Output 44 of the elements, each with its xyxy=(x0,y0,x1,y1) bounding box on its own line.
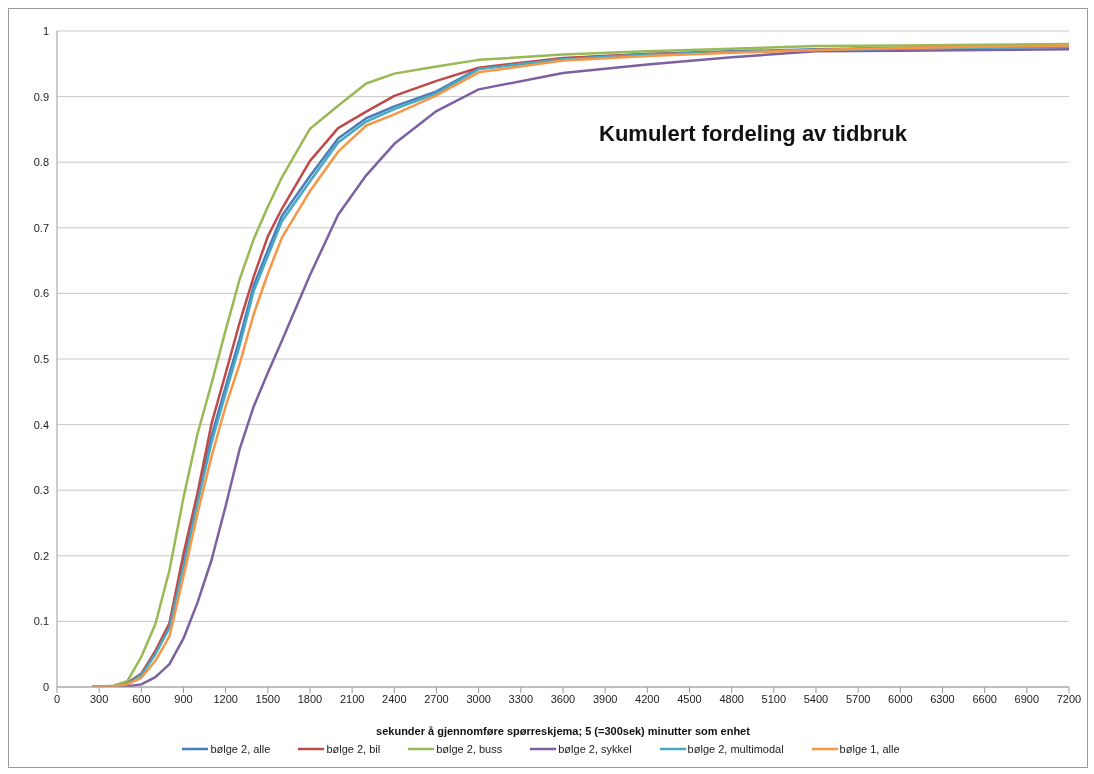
x-tick-label: 2700 xyxy=(424,692,449,705)
text: Kumulert fordeling av tidbruk xyxy=(599,121,908,147)
legend-label: bølge 2, bil xyxy=(326,743,381,755)
x-tick-label: 1200 xyxy=(213,692,238,705)
x-tick-label: 4200 xyxy=(635,692,660,705)
legend-label: bølge 1, alle xyxy=(839,743,900,755)
y-tick-label: 0.8 xyxy=(33,156,49,169)
x-tick-label: 0 xyxy=(53,692,61,705)
x-tick-label: 600 xyxy=(132,692,151,705)
x-tick-label: 300 xyxy=(89,692,109,705)
x-tick-label: 6300 xyxy=(930,692,955,705)
y-tick-label: 0.4 xyxy=(33,418,49,431)
y-tick-label: 0.1 xyxy=(33,615,49,628)
y-tick-label: 0.5 xyxy=(33,352,49,365)
x-tick-label: 2100 xyxy=(339,692,365,705)
y-tick-label: 0.6 xyxy=(33,287,49,300)
legend-label: bølge 2, buss xyxy=(436,743,503,755)
x-tick-label: 5700 xyxy=(845,692,871,705)
x-axis-title: sekunder å gjennomføre spørreskjema; 5 (=300sek) minutter som enhet xyxy=(376,725,751,737)
x-tick-label: 6600 xyxy=(972,692,997,705)
x-tick-label: 3000 xyxy=(466,692,491,705)
x-tick-label: 4800 xyxy=(719,692,744,705)
legend-label: bølge 2, sykkel xyxy=(558,743,632,755)
y-tick-label: 0.9 xyxy=(33,90,49,103)
x-tick-label: 5400 xyxy=(803,692,829,705)
x-tick-label: 5100 xyxy=(761,692,787,705)
x-tick-label: 1500 xyxy=(255,692,281,705)
x-tick-label: 4500 xyxy=(677,692,702,705)
x-tick-label: 3600 xyxy=(550,692,576,705)
x-tick-label: 1800 xyxy=(297,692,323,705)
x-tick-label: 900 xyxy=(174,692,193,705)
y-tick-label: 1 xyxy=(42,24,49,37)
y-tick-label: 0.2 xyxy=(33,549,49,562)
x-tick-label: 2400 xyxy=(382,692,407,705)
x-tick-label: 7200 xyxy=(1056,692,1082,705)
legend-label: bølge 2, alle xyxy=(210,743,271,755)
y-tick-label: 0 xyxy=(42,680,49,693)
y-tick-label: 0.7 xyxy=(33,221,49,234)
x-tick-label: 3300 xyxy=(508,692,534,705)
x-tick-label: 6900 xyxy=(1014,692,1040,705)
x-tick-label: 6000 xyxy=(888,692,913,705)
legend-label: bølge 2, multimodal xyxy=(687,743,784,755)
y-tick-label: 0.3 xyxy=(33,484,49,497)
x-tick-label: 3900 xyxy=(592,692,618,705)
